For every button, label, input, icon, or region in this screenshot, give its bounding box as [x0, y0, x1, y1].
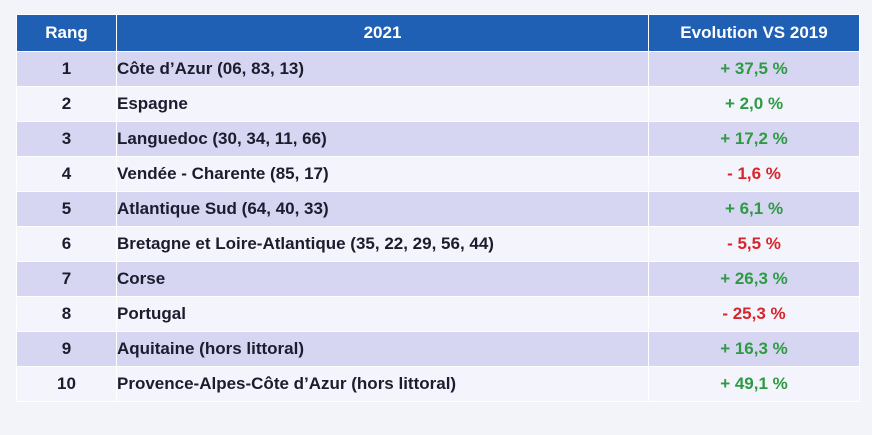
evolution-negative-value: - 5,5 %: [727, 234, 781, 253]
table-row: 10 Provence-Alpes-Côte d’Azur (hors litto…: [16, 366, 860, 402]
header-year: 2021: [116, 14, 649, 52]
evolution-positive-value: + 49,1 %: [720, 374, 788, 393]
destination-cell: Côte d’Azur (06, 83, 13): [116, 51, 649, 87]
evolution-negative-value: - 1,6 %: [727, 164, 781, 183]
evolution-positive-value: + 6,1 %: [724, 199, 784, 218]
header-row: Rang 2021 Evolution VS 2019: [16, 14, 860, 52]
evolution-positive-value: + 16,3 %: [720, 339, 788, 358]
destination-cell: Vendée - Charente (85, 17): [116, 156, 649, 192]
evolution-positive-value: + 37,5 %: [720, 59, 788, 78]
destination-cell: Provence-Alpes-Côte d’Azur (hors littora…: [116, 366, 649, 402]
rank-cell: 8: [16, 296, 117, 332]
table-row: 2 Espagne + 2,0 %: [16, 86, 860, 122]
rank-cell: 2: [16, 86, 117, 122]
rank-cell: 1: [16, 51, 117, 87]
header-evolution: Evolution VS 2019: [648, 14, 860, 52]
table-row: 4 Vendée - Charente (85, 17) - 1,6 %: [16, 156, 860, 192]
ranking-table: Rang 2021 Evolution VS 2019 1 Côte d’Azur…: [16, 14, 860, 402]
rank-cell: 6: [16, 226, 117, 262]
rank-cell: 10: [16, 366, 117, 402]
rank-cell: 4: [16, 156, 117, 192]
destination-cell: Languedoc (30, 34, 11, 66): [116, 121, 649, 157]
evolution-positive-value: + 2,0 %: [724, 94, 784, 113]
table-row: 6 Bretagne et Loire-Atlantique (35, 22, 2…: [16, 226, 860, 262]
evolution-positive-value: + 26,3 %: [720, 269, 788, 288]
header-rank: Rang: [16, 14, 117, 52]
destination-cell: Espagne: [116, 86, 649, 122]
table-row: 7 Corse + 26,3 %: [16, 261, 860, 297]
table-body: 1 Côte d’Azur (06, 83, 13) + 37,5 % 2 Espagn…: [16, 51, 860, 402]
destination-cell: Portugal: [116, 296, 649, 332]
evolution-cell: + 37,5 %: [648, 51, 860, 87]
table-row: 5 Atlantique Sud (64, 40, 33) + 6,1 %: [16, 191, 860, 227]
evolution-cell: + 26,3 %: [648, 261, 860, 297]
table-row: 1 Côte d’Azur (06, 83, 13) + 37,5 %: [16, 51, 860, 87]
evolution-cell: + 16,3 %: [648, 331, 860, 367]
evolution-cell: - 5,5 %: [648, 226, 860, 262]
destination-cell: Aquitaine (hors littoral): [116, 331, 649, 367]
table-row: 8 Portugal - 25,3 %: [16, 296, 860, 332]
rank-cell: 9: [16, 331, 117, 367]
evolution-negative-value: - 25,3 %: [722, 304, 786, 323]
table-row: 3 Languedoc (30, 34, 11, 66) + 17,2 %: [16, 121, 860, 157]
evolution-cell: + 49,1 %: [648, 366, 860, 402]
evolution-positive-value: + 17,2 %: [720, 129, 788, 148]
evolution-cell: + 17,2 %: [648, 121, 860, 157]
evolution-cell: + 6,1 %: [648, 191, 860, 227]
rank-cell: 3: [16, 121, 117, 157]
evolution-cell: - 1,6 %: [648, 156, 860, 192]
evolution-cell: - 25,3 %: [648, 296, 860, 332]
rank-cell: 7: [16, 261, 117, 297]
destination-cell: Corse: [116, 261, 649, 297]
rank-cell: 5: [16, 191, 117, 227]
table-row: 9 Aquitaine (hors littoral) + 16,3 %: [16, 331, 860, 367]
destination-cell: Bretagne et Loire-Atlantique (35, 22, 29…: [116, 226, 649, 262]
evolution-cell: + 2,0 %: [648, 86, 860, 122]
destination-cell: Atlantique Sud (64, 40, 33): [116, 191, 649, 227]
